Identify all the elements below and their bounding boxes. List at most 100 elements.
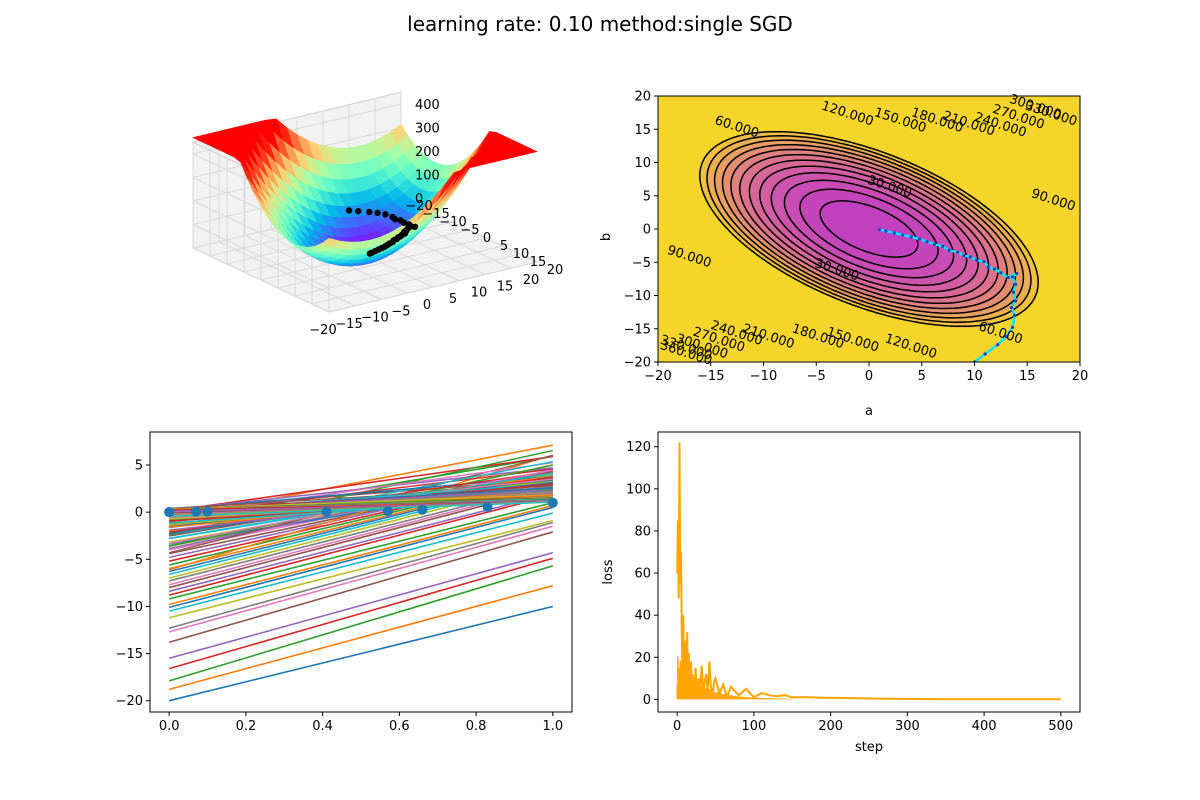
contour-fill-cell: [910, 340, 915, 345]
contour-fill-cell: [722, 324, 727, 329]
contour-fill-cell: [814, 120, 819, 125]
contour-fill-cell: [734, 220, 739, 225]
contour-fill-cell: [918, 252, 923, 257]
contour-fill-cell: [922, 248, 927, 253]
contour-fill-cell: [902, 96, 907, 101]
contour-fill-cell: [758, 324, 763, 329]
contour-fill-cell: [770, 348, 775, 353]
contour-fill-cell: [734, 336, 739, 341]
contour-fill-cell: [746, 176, 751, 181]
contour-fill-cell: [882, 320, 887, 325]
contour-fill-cell: [798, 220, 803, 225]
contour-fill-cell: [918, 268, 923, 273]
contour-fill-cell: [842, 148, 847, 153]
contour-fill-cell: [794, 304, 799, 309]
contour-fill-cell: [746, 324, 751, 329]
contour-fill-cell: [874, 236, 879, 241]
contour-fill-cell: [750, 192, 755, 197]
contour-fill-cell: [918, 108, 923, 113]
contour-fill-cell: [866, 108, 871, 113]
contour-fill-cell: [874, 164, 879, 169]
contour-fill-cell: [822, 264, 827, 269]
contour-fill-cell: [870, 356, 875, 361]
contour-fill-cell: [902, 224, 907, 229]
contour-fill-cell: [710, 224, 715, 229]
contour-fill-cell: [910, 248, 915, 253]
contour-fill-cell: [786, 336, 791, 341]
contour-fill-cell: [902, 108, 907, 113]
contour-fill-cell: [782, 104, 787, 109]
contour-fill-cell: [902, 280, 907, 285]
contour-fill-cell: [714, 200, 719, 205]
contour-fill-cell: [822, 96, 827, 101]
contour-fill-cell: [666, 116, 671, 121]
contour-fill-cell: [710, 220, 715, 225]
contour-fill-cell: [754, 296, 759, 301]
contour-fill-cell: [738, 284, 743, 289]
contour-fill-cell: [846, 304, 851, 309]
contour-fill-cell: [818, 352, 823, 357]
contour-fill-cell: [866, 116, 871, 121]
contour-fill-cell: [670, 296, 675, 301]
contour-fill-cell: [834, 280, 839, 285]
contour-fill-cell: [698, 232, 703, 237]
contour-fill-cell: [758, 360, 763, 362]
contour-fill-cell: [678, 136, 683, 141]
contour-fill-cell: [866, 348, 871, 353]
contour-fill-cell: [726, 304, 731, 309]
contour-fill-cell: [910, 164, 915, 169]
contour-fill-cell: [778, 184, 783, 189]
contour-fill-cell: [838, 300, 843, 305]
contour-fill-cell: [786, 184, 791, 189]
contour-fill-cell: [838, 172, 843, 177]
contour-fill-cell: [798, 180, 803, 185]
contour-fill-cell: [670, 164, 675, 169]
contour-fill-cell: [894, 260, 899, 265]
contour-fill-cell: [670, 332, 675, 337]
contour-fill-cell: [666, 172, 671, 177]
contour-fill-cell: [902, 328, 907, 333]
contour-fill-cell: [862, 352, 867, 357]
contour-fill-cell: [786, 168, 791, 173]
contour-fill-cell: [706, 296, 711, 301]
contour-fill-cell: [698, 140, 703, 145]
contour-fill-cell: [754, 244, 759, 249]
contour-fill-cell: [726, 104, 731, 109]
contour-fill-cell: [862, 116, 867, 121]
contour-fill-cell: [754, 112, 759, 117]
contour-fill-cell: [874, 116, 879, 121]
contour-fill-cell: [746, 128, 751, 133]
contour-fill-cell: [862, 136, 867, 141]
contour-fill-cell: [910, 264, 915, 269]
contour-fill-cell: [866, 212, 871, 217]
contour-fill-cell: [730, 108, 735, 113]
contour-fill-cell: [870, 336, 875, 341]
contour-fill-cell: [890, 192, 895, 197]
contour-fill-cell: [866, 292, 871, 297]
contour-fill-cell: [906, 256, 911, 261]
contour-fill-cell: [686, 220, 691, 225]
contour-fill-cell: [870, 332, 875, 337]
contour-fill-cell: [898, 276, 903, 281]
contour-fill-cell: [674, 244, 679, 249]
contour-fill-cell: [698, 336, 703, 341]
contour-fill-cell: [862, 232, 867, 237]
contour-fill-cell: [762, 308, 767, 313]
contour-fill-cell: [758, 172, 763, 177]
contour-fill-cell: [870, 348, 875, 353]
contour-fill-cell: [810, 180, 815, 185]
contour-fill-cell: [870, 272, 875, 277]
contour-fill-cell: [666, 292, 671, 297]
contour-fill-cell: [874, 332, 879, 337]
contour-fill-cell: [798, 288, 803, 293]
contour-fill-cell: [746, 292, 751, 297]
contour-fill-cell: [830, 100, 835, 105]
contour-fill-cell: [722, 120, 727, 125]
contour-fill-cell: [690, 360, 695, 362]
contour-fill-cell: [906, 100, 911, 105]
contour-fill-cell: [778, 276, 783, 281]
contour-fill-cell: [894, 248, 899, 253]
contour-fill-cell: [846, 348, 851, 353]
contour-fill-cell: [878, 344, 883, 349]
contour-fill-cell: [798, 256, 803, 261]
